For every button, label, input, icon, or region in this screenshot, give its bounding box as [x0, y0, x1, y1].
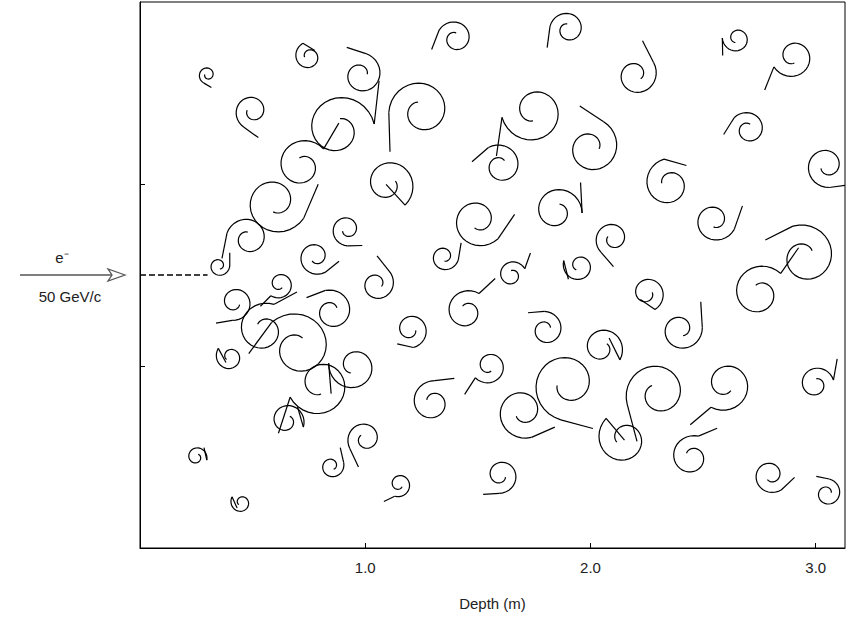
svg-text:50 GeV/c: 50 GeV/c: [39, 288, 102, 305]
svg-text:2.0: 2.0: [580, 559, 601, 576]
svg-text:e⁻: e⁻: [55, 249, 68, 266]
svg-text:Depth (m): Depth (m): [459, 595, 526, 612]
svg-text:3.0: 3.0: [805, 559, 826, 576]
svg-text:1.0: 1.0: [355, 559, 376, 576]
